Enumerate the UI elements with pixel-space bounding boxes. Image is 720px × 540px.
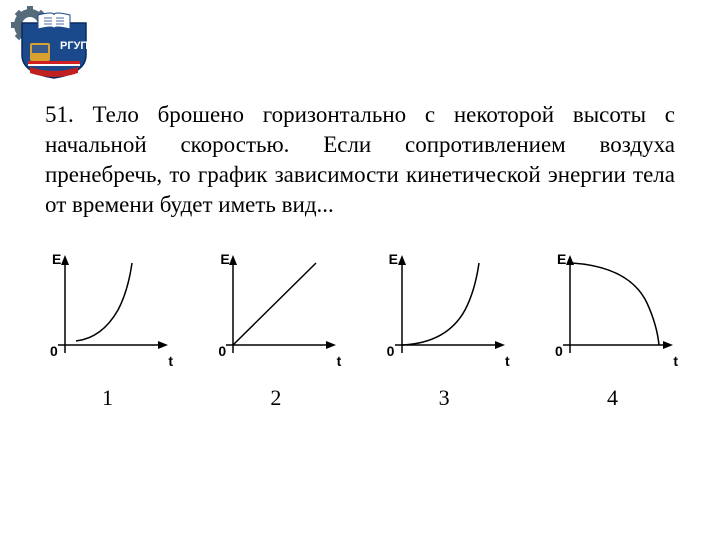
chart-option-2: E 0 t 2	[208, 255, 343, 411]
question-text: 51. Тело брошено горизонтально с некотор…	[45, 100, 675, 220]
x-axis-label: t	[168, 353, 173, 369]
option-number-1: 1	[102, 385, 113, 411]
option-number-4: 4	[607, 385, 618, 411]
origin-label: 0	[555, 343, 563, 359]
chart-option-3: E 0 t 3	[377, 255, 512, 411]
origin-label: 0	[50, 343, 58, 359]
x-axis-label: t	[505, 353, 510, 369]
y-axis-label: E	[557, 251, 566, 267]
curve-2	[233, 263, 316, 345]
chart-option-4: E 0 t 4	[545, 255, 680, 411]
origin-label: 0	[387, 343, 395, 359]
chart-1-svg	[40, 255, 175, 365]
curve-3	[402, 263, 479, 345]
option-number-3: 3	[439, 385, 450, 411]
chart-4-svg	[545, 255, 680, 365]
chart-2-svg	[208, 255, 343, 365]
option-number-2: 2	[270, 385, 281, 411]
y-axis-label: E	[220, 251, 229, 267]
logo-text: РГУПС	[60, 40, 96, 52]
x-axis-label: t	[673, 353, 678, 369]
origin-label: 0	[218, 343, 226, 359]
y-axis-label: E	[389, 251, 398, 267]
university-logo: РГУПС	[10, 5, 105, 80]
curve-1	[76, 263, 132, 341]
x-axis-label: t	[337, 353, 342, 369]
charts-row: E 0 t 1 E 0 t 2	[40, 255, 680, 411]
y-axis-label: E	[52, 251, 61, 267]
chart-3-svg	[377, 255, 512, 365]
chart-option-1: E 0 t 1	[40, 255, 175, 411]
curve-4	[572, 263, 659, 345]
